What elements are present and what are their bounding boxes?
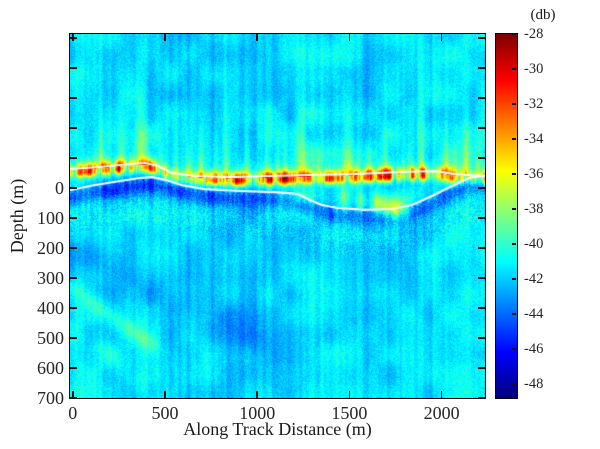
y-axis-tick-mark	[70, 247, 77, 249]
y-axis-right-tick-mark	[478, 37, 485, 39]
x-axis-tick-mark	[72, 391, 74, 398]
colorbar-tick-mark	[512, 173, 516, 175]
colorbar-tick-mark	[512, 278, 516, 280]
y-axis-tick-mark	[70, 67, 77, 69]
x-axis-top-tick-mark	[164, 34, 166, 41]
echogram-heatmap-canvas	[70, 34, 485, 398]
y-axis-right-tick-mark	[478, 307, 485, 309]
x-tick-label: 500	[151, 403, 179, 423]
colorbar-tick-label: -32	[524, 96, 544, 112]
y-axis-right-tick-mark	[478, 247, 485, 249]
colorbar-tick-label: -34	[524, 131, 544, 147]
colorbar-gradient-canvas	[496, 34, 517, 398]
y-tick-label: 500	[37, 327, 64, 348]
y-axis-right-tick-mark	[478, 67, 485, 69]
y-axis-right-tick-mark	[478, 337, 485, 339]
colorbar-tick-mark	[512, 33, 516, 35]
colorbar-tick-label: -46	[524, 341, 544, 357]
x-axis-tick-mark	[256, 391, 258, 398]
colorbar-tick-label: -44	[524, 306, 544, 322]
colorbar-tick-label: -42	[524, 271, 544, 287]
colorbar-tick-mark	[512, 138, 516, 140]
colorbar-tick-mark	[512, 313, 516, 315]
y-tick-label: 300	[37, 267, 64, 288]
x-axis-title: Along Track Distance (m)	[183, 419, 372, 439]
colorbar	[495, 33, 518, 399]
y-axis-tick-mark	[70, 277, 77, 279]
x-axis-top-tick-mark	[256, 34, 258, 41]
x-axis-tick-mark	[440, 391, 443, 398]
y-tick-label: 400	[37, 297, 64, 318]
y-axis-right-tick-mark	[478, 217, 485, 219]
colorbar-tick-mark	[512, 383, 516, 385]
colorbar-tick-label: -40	[524, 236, 544, 252]
y-axis-right-tick-mark	[478, 157, 485, 159]
y-axis-tick-mark	[70, 307, 77, 309]
y-axis-tick-mark	[70, 217, 77, 219]
colorbar-tick-label: -28	[524, 26, 544, 42]
y-axis-tick-mark	[70, 37, 77, 39]
y-axis-tick-mark	[70, 187, 77, 189]
y-tick-label: 100	[37, 207, 64, 228]
colorbar-tick-label: -30	[524, 61, 544, 77]
x-axis-tick-mark	[164, 391, 166, 398]
colorbar-tick-label: -48	[524, 376, 544, 392]
x-axis-top-tick-mark	[440, 34, 443, 41]
y-axis-right-tick-mark	[478, 277, 485, 279]
y-tick-label: 200	[37, 237, 64, 258]
y-axis-tick-mark	[70, 397, 77, 399]
colorbar-tick-mark	[512, 208, 516, 210]
colorbar-tick-label: -36	[524, 166, 544, 182]
plot-area	[69, 33, 486, 399]
x-tick-label: 0	[68, 403, 78, 423]
y-axis-right-tick-mark	[478, 187, 485, 189]
colorbar-tick-label: -38	[524, 201, 544, 217]
x-tick-label: 2000	[423, 403, 460, 423]
y-axis-right-tick-mark	[478, 127, 485, 129]
colorbar-tick-mark	[512, 348, 516, 350]
colorbar-tick-mark	[512, 243, 516, 245]
x-axis-tick-mark	[348, 391, 351, 398]
y-axis-right-tick-mark	[478, 397, 485, 399]
colorbar-tick-mark	[512, 103, 516, 105]
y-tick-label: 0	[55, 177, 64, 198]
y-axis-tick-mark	[70, 127, 77, 129]
colorbar-title: (db)	[530, 7, 556, 23]
y-tick-label: 700	[37, 388, 64, 408]
x-axis-top-tick-mark	[348, 34, 351, 41]
y-axis-tick-mark	[70, 97, 77, 99]
y-axis-tick-mark	[70, 367, 77, 369]
x-tick-label: 1000	[239, 403, 276, 423]
y-axis-right-tick-mark	[478, 97, 485, 99]
y-axis-right-tick-mark	[478, 367, 485, 369]
colorbar-tick-mark	[512, 68, 516, 70]
y-axis-tick-mark	[70, 337, 77, 339]
y-axis-tick-mark	[70, 157, 77, 159]
y-tick-label: 600	[37, 357, 64, 378]
x-tick-label: 1500	[331, 403, 368, 423]
